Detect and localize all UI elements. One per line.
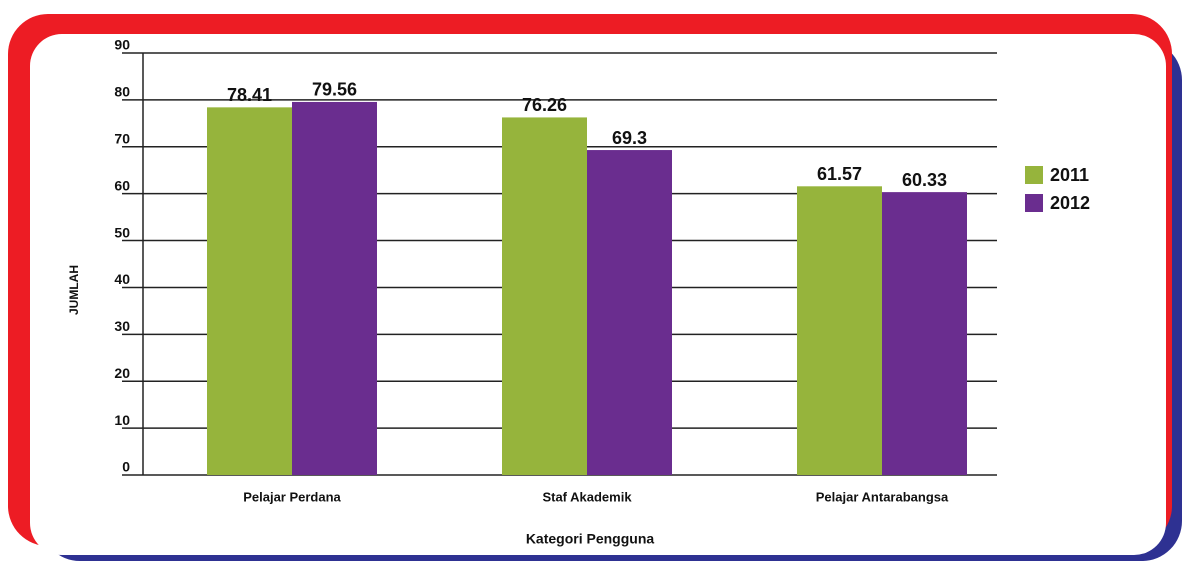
y-tick-label: 90	[114, 37, 130, 53]
y-tick-label: 20	[114, 365, 130, 381]
y-tick-label: 60	[114, 177, 130, 193]
data-label: 76.26	[522, 95, 567, 115]
bar	[502, 117, 587, 476]
data-label: 78.41	[227, 85, 272, 105]
y-tick-label: 0	[122, 459, 130, 475]
bar	[292, 101, 377, 476]
legend-label: 2011	[1050, 165, 1089, 185]
y-tick-label: 30	[114, 318, 130, 334]
y-tick-label: 10	[114, 412, 130, 428]
x-tick-label: Pelajar Antarabangsa	[816, 489, 949, 504]
legend-label: 2012	[1050, 193, 1090, 213]
y-tick-label: 70	[114, 130, 130, 146]
x-tick-label: Staf Akademik	[542, 489, 632, 504]
bar	[587, 150, 672, 475]
legend-swatch	[1025, 194, 1043, 212]
data-label: 61.57	[817, 164, 862, 184]
bar	[882, 192, 967, 476]
data-label: 79.56	[312, 80, 357, 100]
x-tick-label: Pelajar Perdana	[243, 489, 341, 504]
bar	[207, 107, 292, 475]
y-axis-title: JUMLAH	[67, 265, 81, 315]
legend-swatch	[1025, 166, 1043, 184]
data-label: 60.33	[902, 170, 947, 190]
y-tick-label: 80	[114, 84, 130, 100]
x-axis-title: Kategori Pengguna	[526, 531, 655, 547]
y-tick-label: 50	[114, 224, 130, 240]
y-tick-label: 40	[114, 271, 130, 287]
data-label: 69.3	[612, 128, 647, 148]
bar	[797, 186, 882, 475]
